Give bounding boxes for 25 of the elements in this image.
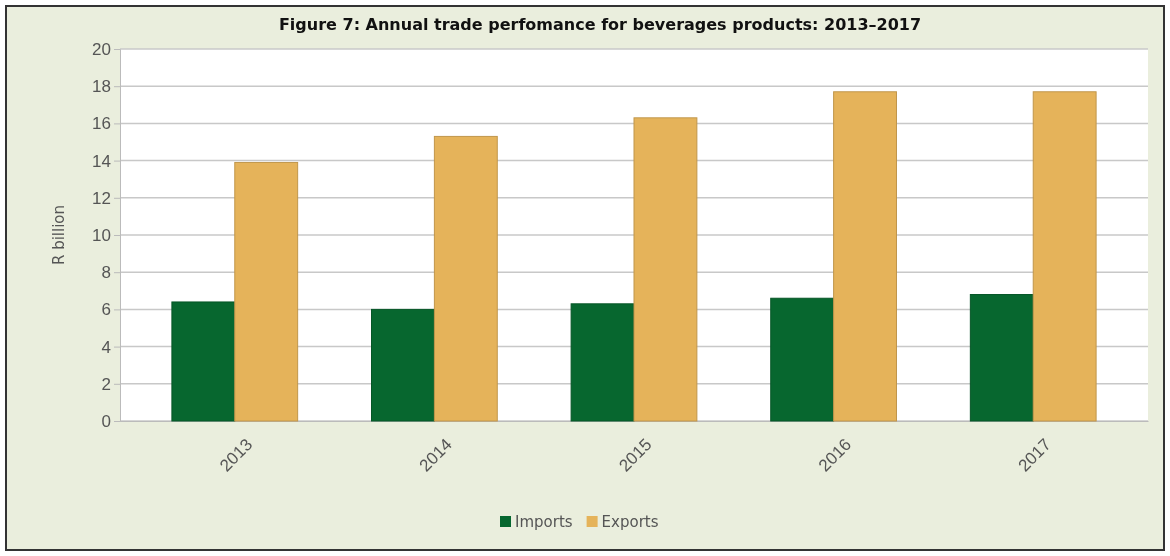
y-tick-label: 8 <box>101 263 111 283</box>
bar <box>969 294 1034 422</box>
y-tick-label: 2 <box>101 374 111 394</box>
y-tick-label: 10 <box>92 225 111 245</box>
bar <box>433 135 498 422</box>
y-tick-label: 18 <box>92 77 111 97</box>
y-tick-label: 12 <box>92 188 111 208</box>
y-axis-title: R billion <box>50 204 68 266</box>
bar <box>371 308 435 422</box>
legend-label: Imports <box>515 513 573 531</box>
bar <box>234 161 299 422</box>
y-tick-label: 4 <box>101 337 111 357</box>
bar <box>633 117 698 422</box>
y-tick-label: 20 <box>92 39 111 59</box>
bar <box>171 301 236 422</box>
legend-label: Exports <box>601 513 659 531</box>
y-tick-label: 16 <box>92 114 111 134</box>
y-tick-label: 0 <box>101 411 111 431</box>
bar <box>770 297 835 422</box>
chart-title: Figure 7: Annual trade perfomance for beverages products: 2013–2017 <box>278 15 922 34</box>
bar <box>1032 91 1097 422</box>
y-tick-label: 6 <box>101 300 111 320</box>
y-tick-label: 14 <box>92 151 111 171</box>
bar <box>570 303 635 422</box>
bar <box>833 91 897 422</box>
